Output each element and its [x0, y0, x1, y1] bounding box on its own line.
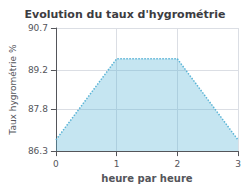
svg-text:Taux hygrométrie %: Taux hygrométrie %	[8, 44, 18, 136]
svg-text:3: 3	[235, 159, 241, 169]
svg-text:86.3: 86.3	[28, 146, 48, 156]
svg-text:89.2: 89.2	[28, 65, 48, 75]
svg-text:2: 2	[174, 159, 180, 169]
svg-text:Evolution du taux d'hygrométri: Evolution du taux d'hygrométrie	[25, 8, 226, 21]
svg-text:1: 1	[114, 159, 120, 169]
svg-text:90.7: 90.7	[28, 23, 48, 33]
svg-text:heure par heure: heure par heure	[101, 173, 192, 184]
svg-text:0: 0	[53, 159, 59, 169]
svg-text:87.8: 87.8	[28, 104, 48, 114]
